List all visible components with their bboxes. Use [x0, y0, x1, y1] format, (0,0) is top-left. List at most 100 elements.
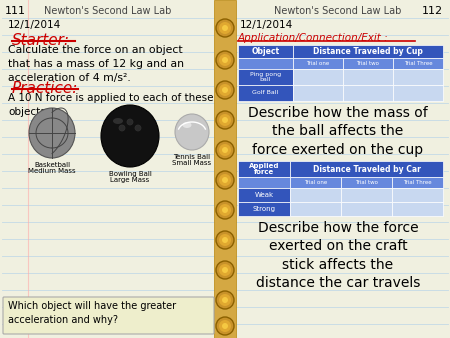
Circle shape	[216, 171, 234, 189]
Circle shape	[219, 54, 231, 66]
Bar	[290, 188, 341, 202]
Text: A 10 N force is applied to each of these
objects.: A 10 N force is applied to each of these…	[8, 93, 213, 117]
Circle shape	[216, 201, 234, 219]
Text: Trial two: Trial two	[355, 180, 378, 185]
Text: Applied
force: Applied force	[249, 163, 279, 175]
Circle shape	[222, 117, 228, 123]
Circle shape	[219, 320, 231, 332]
Text: 12/1/2014: 12/1/2014	[8, 20, 61, 30]
Circle shape	[219, 264, 231, 276]
Text: Trial two: Trial two	[356, 61, 379, 66]
Bar	[238, 177, 290, 188]
Text: Calculate the force on an object
that has a mass of 12 kg and an
acceleration of: Calculate the force on an object that ha…	[8, 45, 184, 83]
Bar	[234, 0, 450, 338]
Text: Newton's Second Law Lab: Newton's Second Law Lab	[274, 6, 402, 16]
Bar	[393, 58, 443, 69]
Bar	[238, 202, 290, 216]
Circle shape	[219, 294, 231, 306]
Circle shape	[216, 19, 234, 37]
Text: 111: 111	[5, 6, 26, 16]
Circle shape	[222, 267, 228, 273]
Circle shape	[216, 317, 234, 335]
Circle shape	[216, 81, 234, 99]
Text: Large Mass: Large Mass	[110, 177, 149, 183]
Text: Golf Ball: Golf Ball	[252, 91, 279, 96]
Circle shape	[222, 57, 228, 63]
Text: Practice:: Practice:	[12, 81, 78, 96]
Text: Trial one: Trial one	[306, 61, 329, 66]
Text: Distance Traveled by Car: Distance Traveled by Car	[313, 165, 420, 173]
Bar	[238, 85, 293, 101]
Ellipse shape	[113, 118, 123, 124]
Text: Starter:: Starter:	[12, 33, 70, 48]
Ellipse shape	[29, 108, 75, 158]
Circle shape	[135, 125, 141, 131]
Text: Application/Connection/Exit :: Application/Connection/Exit :	[238, 33, 389, 43]
Circle shape	[219, 174, 231, 186]
Circle shape	[222, 297, 228, 303]
Circle shape	[216, 291, 234, 309]
Bar	[238, 188, 290, 202]
Circle shape	[219, 204, 231, 216]
Bar	[341, 188, 392, 202]
Bar	[293, 69, 343, 85]
Bar	[238, 161, 290, 177]
Ellipse shape	[183, 122, 192, 128]
Text: Describe how the mass of
the ball affects the
force exerted on the cup: Describe how the mass of the ball affect…	[248, 106, 428, 157]
Bar	[343, 58, 393, 69]
Ellipse shape	[101, 105, 159, 167]
Ellipse shape	[175, 114, 209, 150]
Circle shape	[219, 234, 231, 246]
Text: 112: 112	[422, 6, 443, 16]
Bar	[343, 69, 393, 85]
FancyBboxPatch shape	[3, 297, 214, 334]
Text: Ping pong
ball: Ping pong ball	[250, 72, 281, 82]
Circle shape	[219, 22, 231, 34]
Bar	[341, 202, 392, 216]
Circle shape	[216, 261, 234, 279]
Bar	[290, 161, 443, 177]
Bar	[238, 69, 293, 85]
Bar	[343, 85, 393, 101]
Bar	[238, 45, 293, 58]
Text: Distance Traveled by Cup: Distance Traveled by Cup	[313, 47, 423, 56]
Bar	[392, 202, 443, 216]
Bar	[393, 69, 443, 85]
Circle shape	[222, 25, 228, 31]
Circle shape	[119, 125, 125, 131]
Bar	[238, 58, 293, 69]
Text: Trial one: Trial one	[304, 180, 327, 185]
Text: Trial Three: Trial Three	[403, 180, 432, 185]
Text: Basketball: Basketball	[34, 162, 70, 168]
Bar	[290, 177, 341, 188]
Text: Medium Mass: Medium Mass	[28, 168, 76, 174]
Bar	[293, 85, 343, 101]
Text: Weak: Weak	[254, 192, 274, 198]
Text: Strong: Strong	[252, 206, 275, 212]
Bar	[393, 85, 443, 101]
Bar	[0, 0, 216, 338]
Text: Small Mass: Small Mass	[172, 160, 211, 166]
Circle shape	[216, 231, 234, 249]
Bar	[290, 202, 341, 216]
Circle shape	[222, 87, 228, 93]
Text: Which object will have the greater
acceleration and why?: Which object will have the greater accel…	[8, 301, 176, 325]
Text: Describe how the force
exerted on the craft
stick affects the
distance the car t: Describe how the force exerted on the cr…	[256, 221, 420, 290]
Bar	[392, 188, 443, 202]
Text: Trial Three: Trial Three	[404, 61, 432, 66]
Circle shape	[216, 141, 234, 159]
Text: 12/1/2014: 12/1/2014	[240, 20, 293, 30]
Circle shape	[222, 237, 228, 243]
Circle shape	[222, 207, 228, 213]
Circle shape	[219, 144, 231, 156]
Circle shape	[222, 147, 228, 153]
Circle shape	[127, 119, 133, 125]
Bar	[392, 177, 443, 188]
Circle shape	[219, 114, 231, 126]
Bar	[293, 45, 443, 58]
Circle shape	[219, 84, 231, 96]
Text: Object: Object	[252, 47, 279, 56]
Text: Bowling Ball: Bowling Ball	[108, 171, 152, 177]
Bar	[214, 0, 236, 338]
Circle shape	[222, 323, 228, 329]
